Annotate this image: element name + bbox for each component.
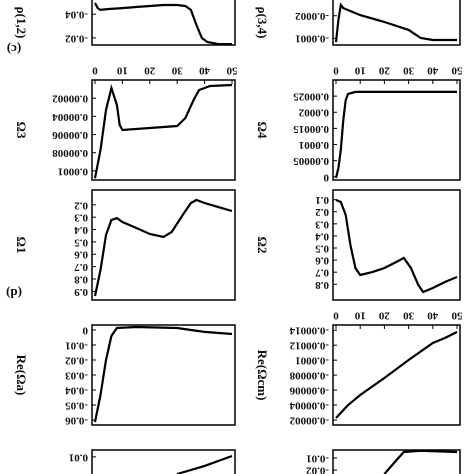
curve xyxy=(93,198,233,297)
y-axis-label: Ω1 xyxy=(14,237,29,254)
x-tick-label: 0 xyxy=(92,64,98,76)
x-tick-label: 0 xyxy=(333,64,339,76)
plot-frame xyxy=(91,79,236,181)
y-tick-label: 0.2 xyxy=(74,199,88,211)
y-tick-label: 0.6 xyxy=(74,249,88,261)
x-tick-label: 40 xyxy=(427,309,439,321)
y-tick-label: 0.4 xyxy=(74,224,88,236)
y-tick-label: -0.02 xyxy=(306,465,329,474)
plot-frame xyxy=(332,189,461,301)
x-tick-label: 50 xyxy=(451,309,463,321)
panel-label: (c) xyxy=(7,42,21,57)
y-tick-label: 0.00008 xyxy=(52,147,88,159)
plot-frame xyxy=(332,0,461,46)
y-tick-label: 0.01 xyxy=(69,451,88,463)
x-tick-label: 50 xyxy=(451,64,463,76)
y-axis-label: Ω3 xyxy=(14,122,29,139)
x-tick-label: 40 xyxy=(427,64,439,76)
x-tick-label: 20 xyxy=(378,309,390,321)
y-tick-label: 0 xyxy=(323,171,329,183)
curve xyxy=(94,2,232,46)
y-tick-label: 0.3 xyxy=(315,218,329,230)
curve xyxy=(383,449,458,474)
plot-frame xyxy=(332,449,461,474)
y-tick-label: 0.7 xyxy=(74,261,88,273)
y-tick-label: 0.00025 xyxy=(293,91,329,103)
plot-frame xyxy=(91,449,236,474)
y-tick-label: -0.03 xyxy=(65,369,88,381)
curve xyxy=(335,198,458,294)
y-tick-label: -0.06 xyxy=(65,415,88,427)
y-axis-label: Re(Ωcm) xyxy=(255,350,270,401)
y-tick-label: 0.00005 xyxy=(293,155,329,167)
y-tick-label: 0.00002 xyxy=(52,93,88,105)
x-tick-label: 30 xyxy=(403,309,415,321)
y-axis-label: Ω4 xyxy=(255,122,270,139)
y-tick-label: 0.00006 xyxy=(52,129,88,141)
x-tick-label: 10 xyxy=(116,64,128,76)
x-tick-label: 30 xyxy=(403,64,415,76)
y-axis-label: ρ(3,4) xyxy=(255,7,270,39)
y-tick-label: -0.05 xyxy=(65,399,88,411)
y-tick-label: 0.0001 xyxy=(58,165,88,177)
y-tick-label: 0.8 xyxy=(315,279,329,291)
y-tick-label: -0.01 xyxy=(65,339,88,351)
y-tick-label: -0.00002 xyxy=(289,414,329,426)
x-tick-label: 0 xyxy=(333,309,339,321)
y-tick-label: -0.0001 xyxy=(295,33,329,45)
y-tick-label: 0.2 xyxy=(315,206,329,218)
y-axis-label: Ω2 xyxy=(255,237,270,254)
curve xyxy=(93,83,233,179)
y-tick-label: 0.00015 xyxy=(293,123,329,135)
y-axis-label: ρ(1,2) xyxy=(14,7,29,39)
panel-label: (d) xyxy=(6,286,22,301)
y-tick-label: -0.00006 xyxy=(289,385,329,397)
curve xyxy=(334,90,457,179)
y-tick-label: -0.0001 xyxy=(295,355,329,367)
y-tick-label: -0.00008 xyxy=(289,370,329,382)
x-tick-label: 40 xyxy=(199,64,211,76)
plot-frame xyxy=(332,79,461,181)
y-tick-label: 0.5 xyxy=(74,236,88,248)
y-tick-label: 0.4 xyxy=(315,230,329,242)
curve xyxy=(334,2,457,43)
y-tick-label: 0.3 xyxy=(74,212,88,224)
y-tick-label: 0.7 xyxy=(315,267,329,279)
y-tick-label: 0.8 xyxy=(74,273,88,285)
x-tick-label: 10 xyxy=(354,309,366,321)
x-tick-label: 30 xyxy=(171,64,183,76)
y-tick-label: -0.04 xyxy=(65,384,88,396)
y-axis-label: Re(Ωa) xyxy=(14,355,29,396)
y-tick-label: -0.00012 xyxy=(289,340,329,352)
y-tick-label: -0.00014 xyxy=(289,325,329,337)
y-tick-label: -0.0002 xyxy=(295,10,329,22)
y-tick-label: -0.04 xyxy=(65,9,88,21)
x-tick-label: 20 xyxy=(144,64,156,76)
curve xyxy=(335,331,458,419)
y-tick-label: 0.5 xyxy=(315,242,329,254)
x-tick-label: 20 xyxy=(378,64,390,76)
y-tick-label: 0.00004 xyxy=(52,111,88,123)
x-tick-label: 10 xyxy=(354,64,366,76)
plot-frame xyxy=(91,189,236,301)
y-tick-label: 0.0002 xyxy=(298,107,329,119)
y-tick-label: 0.1 xyxy=(315,194,329,206)
y-tick-label: -0.00004 xyxy=(289,399,329,411)
curve xyxy=(176,454,233,474)
y-tick-label: -0.02 xyxy=(65,354,88,366)
curve xyxy=(93,325,233,423)
y-tick-label: -0.02 xyxy=(65,32,88,44)
plot-frame xyxy=(91,324,236,426)
y-tick-label: -0.01 xyxy=(306,453,329,465)
x-tick-label: 50 xyxy=(226,64,238,76)
y-tick-label: 0 xyxy=(82,324,88,336)
y-tick-label: 0.9 xyxy=(74,286,88,298)
y-tick-label: 0.0001 xyxy=(299,139,329,151)
y-tick-label: 0.6 xyxy=(315,255,329,267)
plot-frame xyxy=(91,0,236,46)
